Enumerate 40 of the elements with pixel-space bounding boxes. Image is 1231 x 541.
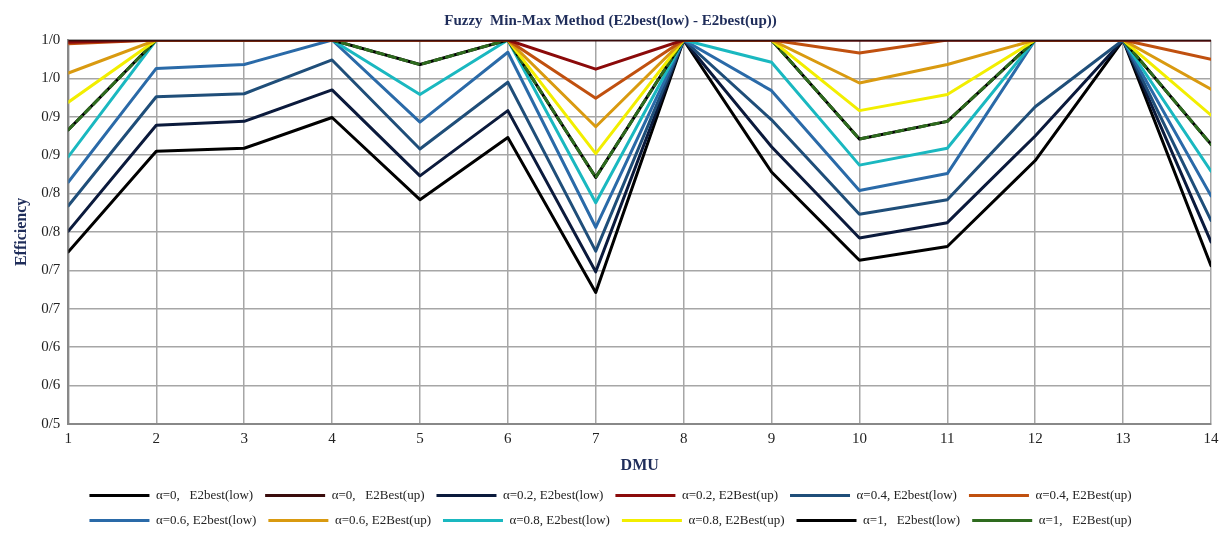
x-tick-label: 1	[64, 429, 73, 446]
legend-label: α=0, E2Best(up)	[331, 486, 425, 502]
legend-label: α=0.6, E2Best(up)	[334, 511, 431, 527]
text: 0/9	[41, 146, 61, 163]
x-tick-label: 9	[767, 429, 776, 446]
text: 0/5	[41, 414, 61, 431]
legend-label: α=0.2, E2Best(up)	[681, 486, 779, 502]
legend-label: α=0, E2best(low)	[155, 486, 254, 502]
y-axis-title: Efficiency	[11, 197, 30, 267]
text: 0/8	[41, 184, 61, 201]
text: 0/7	[41, 261, 61, 278]
text: 0/8	[41, 222, 61, 239]
text: 0/6	[41, 337, 61, 354]
legend-label: α=1, E2best(low)	[863, 511, 961, 527]
x-tick-label: 13	[1115, 429, 1131, 446]
text: 0/9	[41, 107, 61, 124]
x-tick-label: 7	[591, 429, 600, 446]
text: 0/6	[41, 376, 61, 393]
legend-label: α=0.8, E2best(low)	[509, 511, 610, 527]
legend-label: α=0.6, E2best(low)	[155, 511, 257, 527]
text: 0/7	[41, 299, 61, 316]
text: 1/0	[41, 69, 61, 86]
x-tick-label: 6	[504, 429, 513, 446]
x-axis-title: DMU	[620, 455, 660, 473]
x-tick-label: 8	[679, 429, 688, 446]
x-tick-label: 4	[328, 429, 337, 446]
legend-label: α=0.2, E2best(low)	[502, 486, 604, 502]
x-tick-label: 11	[940, 429, 955, 446]
x-tick-label: 12	[1027, 429, 1043, 446]
x-tick-label: 2	[152, 429, 161, 446]
legend-label: α=0.8, E2Best(up)	[688, 511, 785, 527]
text: 1/0	[41, 30, 61, 47]
x-tick-label: 14	[1203, 429, 1219, 446]
x-tick-label: 10	[851, 429, 867, 446]
legend-label: α=0.4, E2Best(up)	[1035, 486, 1132, 502]
x-tick-label: 3	[240, 429, 248, 446]
x-tick-label: 5	[416, 429, 424, 446]
legend-label: α=0.4, E2best(low)	[856, 486, 957, 502]
chart-title: Fuzzy Min-Max Method (E2best(low) - E2best(up))	[444, 11, 777, 29]
legend-label: α=1, E2Best(up)	[1038, 511, 1132, 527]
